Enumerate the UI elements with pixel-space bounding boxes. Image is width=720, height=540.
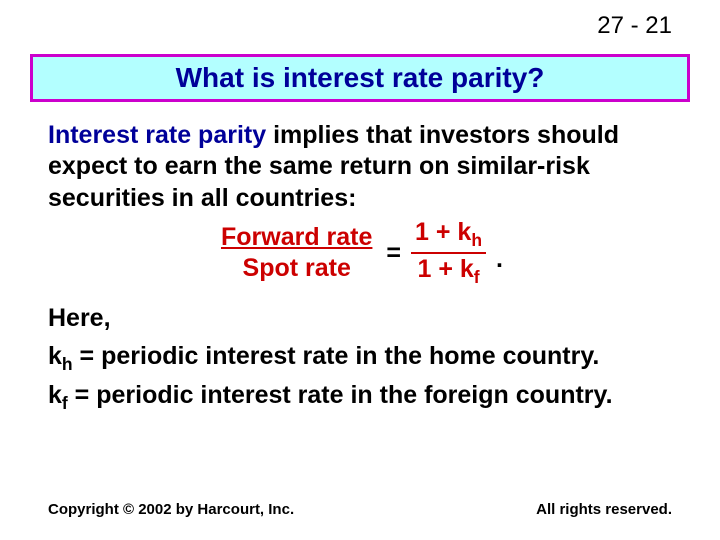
spot-rate-label: Spot rate: [239, 253, 355, 283]
definitions-block: Here, kh = periodic interest rate in the…: [48, 300, 672, 416]
one-plus-kh: 1 + k: [415, 218, 471, 246]
kf-definition: kf = periodic interest rate in the forei…: [48, 377, 672, 416]
copyright-text: Copyright © 2002 by Harcourt, Inc.: [48, 501, 294, 518]
sub-h: h: [471, 230, 482, 250]
slide-title: What is interest rate parity?: [176, 62, 545, 94]
sub-f: f: [474, 267, 480, 287]
formula-period: .: [496, 245, 503, 288]
parity-formula: Forward rate Spot rate = 1 + kh 1 + kf .: [0, 218, 720, 288]
kh-sub: h: [62, 354, 73, 374]
forward-rate-label: Forward rate: [217, 223, 376, 253]
fraction-right: 1 + kh 1 + kf: [411, 218, 486, 288]
term-interest-rate-parity: Interest rate parity: [48, 121, 266, 149]
equals-sign: =: [386, 239, 401, 268]
here-label: Here,: [48, 300, 672, 338]
denominator-right: 1 + kf: [413, 254, 483, 288]
one-plus-kf: 1 + k: [417, 255, 473, 283]
kh-symbol: k: [48, 342, 62, 370]
rights-text: All rights reserved.: [536, 501, 672, 518]
title-bar: What is interest rate parity?: [30, 54, 690, 102]
kh-text: = periodic interest rate in the home cou…: [73, 342, 600, 370]
numerator-right: 1 + kh: [411, 218, 486, 252]
kf-symbol: k: [48, 381, 62, 409]
kh-definition: kh = periodic interest rate in the home …: [48, 338, 672, 377]
fraction-left: Forward rate Spot rate: [217, 223, 376, 283]
page-number: 27 - 21: [597, 12, 672, 40]
kf-text: = periodic interest rate in the foreign …: [68, 381, 613, 409]
intro-paragraph: Interest rate parity implies that invest…: [48, 120, 672, 214]
footer: Copyright © 2002 by Harcourt, Inc. All r…: [48, 501, 672, 518]
